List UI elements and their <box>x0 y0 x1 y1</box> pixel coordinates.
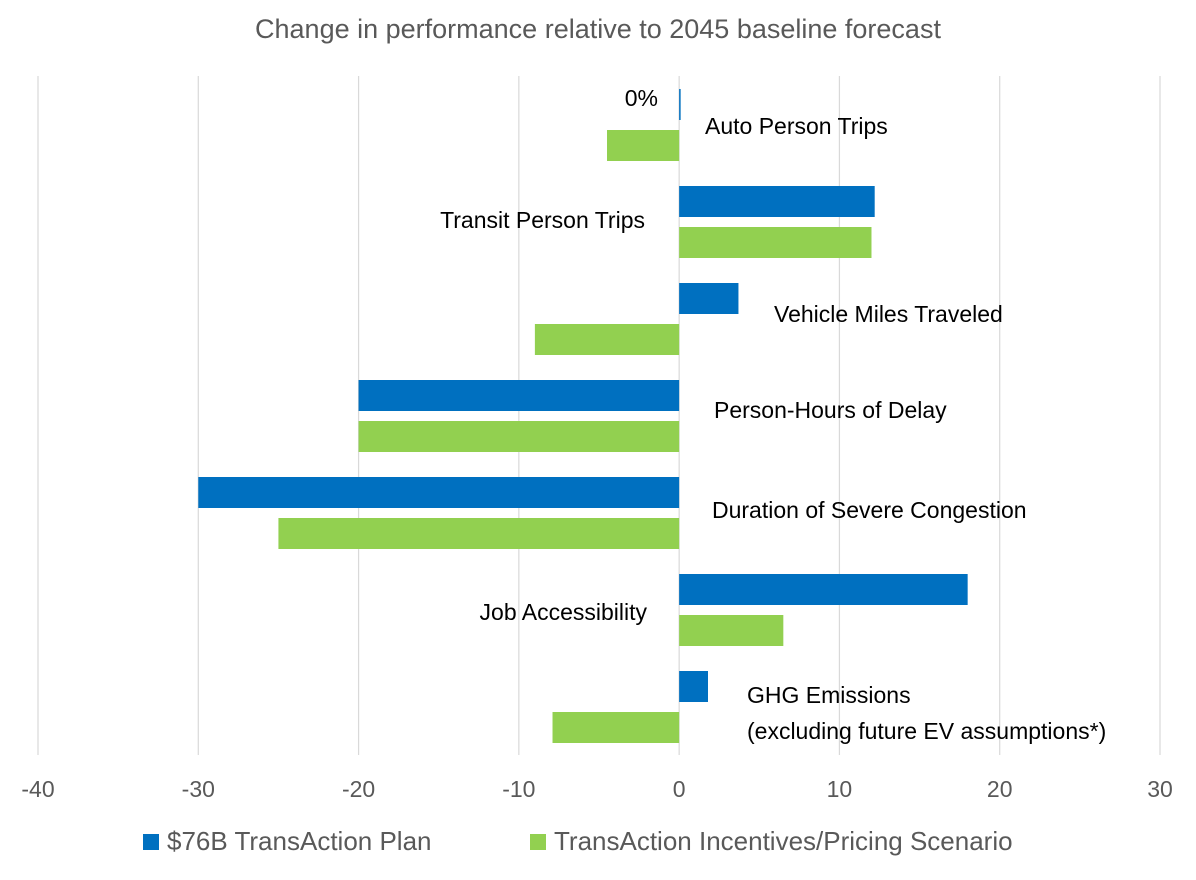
category-label: GHG Emissions (excluding future EV assump… <box>747 682 1106 744</box>
bar-plan <box>198 477 680 508</box>
bar-pricing <box>278 518 680 549</box>
data-label: 0% <box>625 85 658 111</box>
bar-plan <box>679 574 968 605</box>
bar-pricing <box>358 421 680 452</box>
legend-item-plan: $76B TransAction Plan <box>143 826 432 857</box>
bar-pricing <box>534 324 680 355</box>
bar-plan <box>358 380 680 411</box>
legend-swatch-pricing <box>530 833 546 850</box>
bar-pricing <box>679 227 872 258</box>
category-label: Person-Hours of Delay <box>714 397 947 423</box>
legend: $76B TransAction Plan TransAction Incent… <box>0 826 1196 862</box>
category-label: Job Accessibility <box>480 599 648 625</box>
bar-plan <box>679 186 875 217</box>
category-label: Transit Person Trips <box>440 207 645 233</box>
category-label: Vehicle Miles Traveled <box>774 301 1003 327</box>
bar-pricing <box>552 712 680 743</box>
x-tick-label: 30 <box>1147 776 1173 802</box>
bar-pricing <box>607 130 680 161</box>
bar-plan <box>679 671 708 702</box>
legend-label-plan: $76B TransAction Plan <box>167 826 432 856</box>
legend-label-pricing: TransAction Incentives/Pricing Scenario <box>554 826 1013 856</box>
x-tick-label: -10 <box>502 776 535 802</box>
x-tick-label: -30 <box>182 776 215 802</box>
legend-swatch-plan <box>143 833 159 850</box>
x-tick-label: 10 <box>827 776 853 802</box>
chart-title: Change in performance relative to 2045 b… <box>255 14 941 44</box>
bar-pricing <box>679 615 784 646</box>
x-tick-label: -40 <box>21 776 54 802</box>
category-label: Duration of Severe Congestion <box>712 497 1027 523</box>
x-tick-label: 0 <box>673 776 686 802</box>
x-tick-label: 20 <box>987 776 1013 802</box>
legend-item-pricing: TransAction Incentives/Pricing Scenario <box>530 826 1013 857</box>
bar-plan <box>679 283 739 314</box>
bar-plan <box>679 89 681 120</box>
category-label: Auto Person Trips <box>705 113 888 139</box>
x-tick-label: -20 <box>342 776 375 802</box>
